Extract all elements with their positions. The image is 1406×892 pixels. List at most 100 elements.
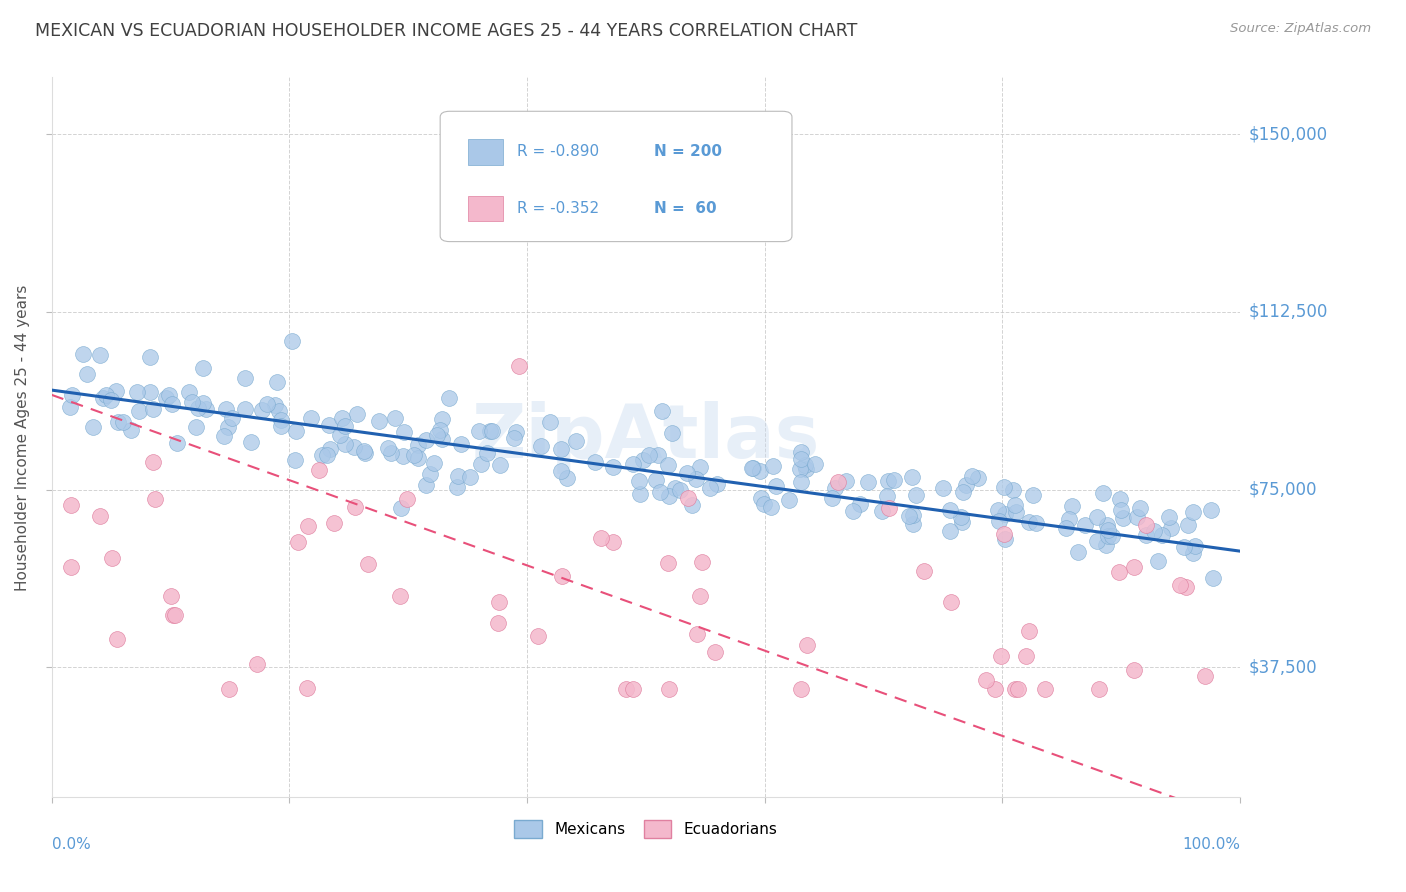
Point [841,504,863,518]
Point [1085,533,1108,548]
Point [93,391,115,405]
Y-axis label: Householder Income Ages 25 - 44 years: Householder Income Ages 25 - 44 years [15,285,30,591]
Point [821,491,844,505]
Point [904,488,927,502]
Point [762,459,785,474]
Point [1018,515,1040,529]
Point [139,350,162,364]
Point [589,531,612,545]
Point [658,489,681,503]
Point [1160,521,1182,535]
Point [96,388,118,402]
Point [389,500,412,515]
Point [883,473,905,487]
Text: N =  60: N = 60 [654,201,717,216]
Point [89,508,111,523]
Point [752,497,775,511]
Point [100,393,122,408]
Point [1109,492,1132,507]
Point [1111,511,1133,525]
Point [1111,503,1133,517]
Point [939,595,962,609]
Point [530,439,553,453]
Point [353,445,375,459]
Point [669,483,692,497]
Point [1002,483,1025,497]
Point [550,442,572,456]
Point [280,334,302,349]
Point [950,516,973,530]
Point [160,589,183,603]
Point [686,627,709,641]
Point [1126,510,1149,524]
Text: ZipAtlas: ZipAtlas [471,401,820,474]
FancyBboxPatch shape [468,195,503,221]
Point [488,595,510,609]
Point [704,645,727,659]
Point [270,419,292,434]
Point [1007,681,1029,696]
Point [689,589,711,603]
Point [392,425,415,440]
Point [661,426,683,441]
Point [287,535,309,549]
Point [180,395,202,409]
Point [1202,571,1225,585]
Point [215,402,238,417]
Point [323,516,346,531]
Point [901,517,924,532]
Point [1054,521,1077,535]
Point [644,473,666,487]
Point [335,437,357,451]
Point [217,420,239,434]
Point [1094,538,1116,552]
Point [790,475,813,490]
Point [384,410,406,425]
Point [647,448,669,462]
Point [191,360,214,375]
Point [583,454,606,468]
Point [343,441,366,455]
Point [676,466,699,480]
Point [790,452,813,467]
Point [297,681,319,696]
Text: N = 200: N = 200 [654,145,723,159]
Point [793,458,815,473]
Point [897,508,920,523]
FancyBboxPatch shape [468,138,503,164]
Point [749,491,772,505]
Point [377,442,399,456]
Point [488,458,510,472]
Point [952,485,974,500]
Point [550,464,572,478]
Point [856,475,879,489]
Point [406,438,429,452]
Point [967,470,990,484]
Point [143,491,166,506]
Point [479,424,502,438]
Point [538,415,561,429]
Point [318,417,340,432]
Text: Source: ZipAtlas.com: Source: ZipAtlas.com [1230,22,1371,36]
Point [692,555,714,569]
Text: 100.0%: 100.0% [1182,837,1240,852]
Point [790,681,813,696]
Point [430,432,453,446]
Point [631,453,654,467]
Text: $150,000: $150,000 [1249,125,1327,144]
Point [1074,518,1097,533]
Point [849,497,872,511]
Point [827,475,849,489]
Point [270,413,292,427]
Point [395,492,418,507]
Point [333,418,356,433]
Point [128,403,150,417]
Point [778,492,800,507]
Point [1097,529,1119,543]
Point [1015,649,1038,664]
Point [212,428,235,442]
Point [105,384,128,398]
Point [657,458,679,472]
Point [748,464,770,478]
Point [990,649,1012,664]
